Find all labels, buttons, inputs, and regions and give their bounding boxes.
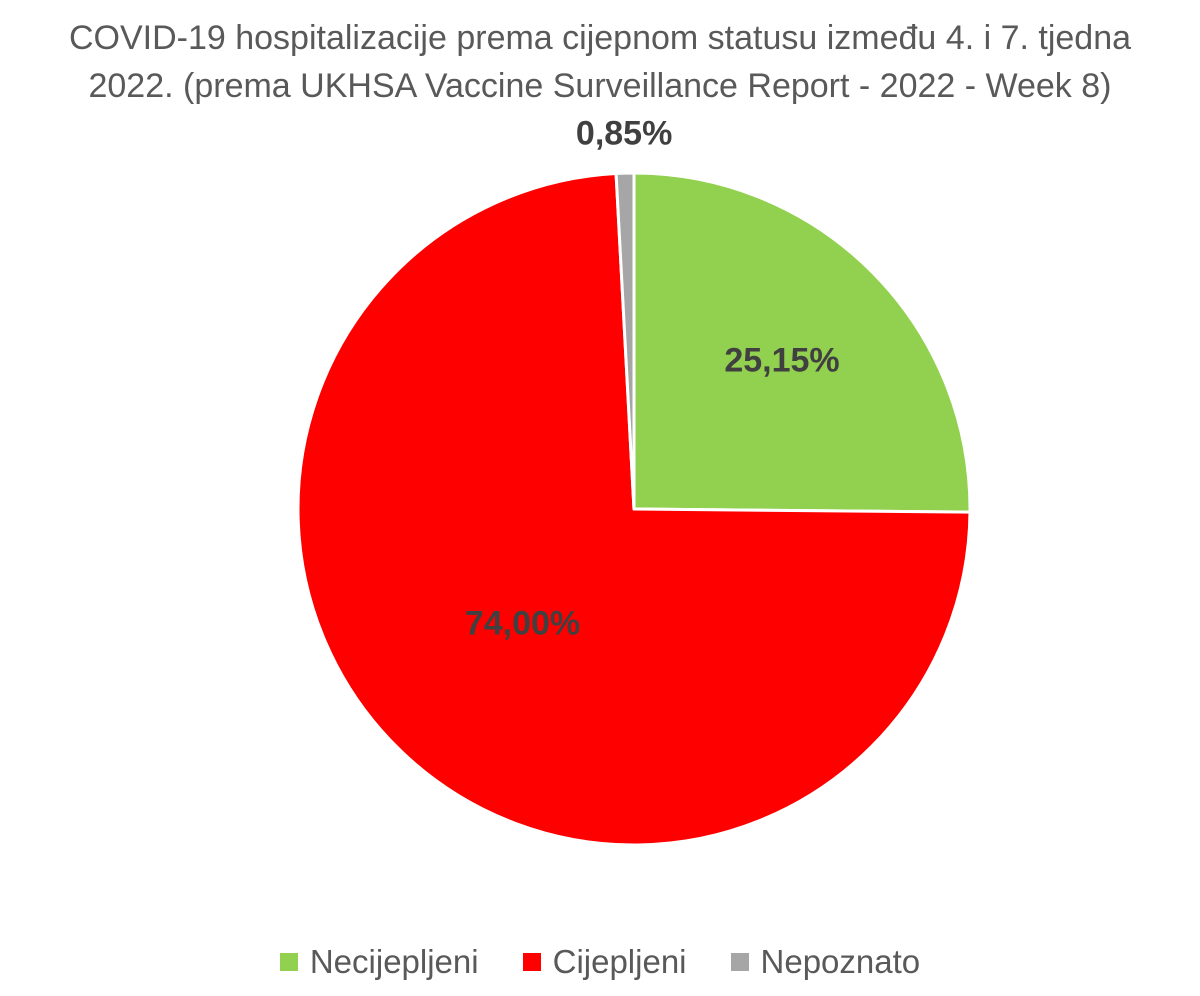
slice-label-nepoznato: 0,85% xyxy=(576,115,672,153)
slice-label-necijepljeni: 25,15% xyxy=(724,341,839,379)
slice-label-cijepljeni: 74,00% xyxy=(465,605,580,643)
chart-title: COVID-19 hospitalizacije prema cijepnom … xyxy=(0,14,1200,110)
legend-swatch-nepoznato xyxy=(730,953,749,971)
legend-label-necijepljeni: Necijepljeni xyxy=(309,943,479,980)
legend-swatch-cijepljeni xyxy=(522,953,541,971)
legend-item-nepoznato: Nepoznato xyxy=(730,940,921,984)
legend-swatch-necijepljeni xyxy=(279,953,298,971)
legend-item-necijepljeni: Necijepljeni xyxy=(279,940,479,984)
legend-label-cijepljeni: Cijepljeni xyxy=(552,943,687,980)
chart-title-line-2: 2022. (prema UKHSA Vaccine Surveillance … xyxy=(88,67,1112,105)
legend: Necijepljeni Cijepljeni Nepoznato xyxy=(0,940,1200,984)
pie-slice-necijepljeni xyxy=(632,171,972,514)
legend-label-nepoznato: Nepoznato xyxy=(760,943,921,980)
legend-item-cijepljeni: Cijepljeni xyxy=(522,940,687,984)
chart-title-line-1: COVID-19 hospitalizacije prema cijepnom … xyxy=(68,19,1132,57)
pie-slice-nepoznato xyxy=(614,171,636,511)
